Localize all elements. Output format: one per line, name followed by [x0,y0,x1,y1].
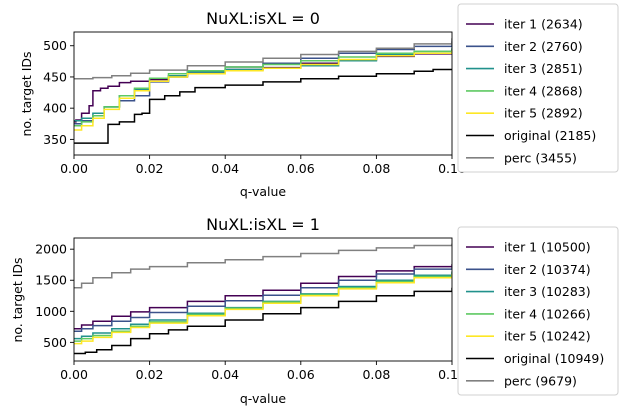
x-tick-label: 0.04 [211,161,239,176]
y-tick-label: 450 [43,69,67,84]
x-tick-label: 0.02 [136,367,164,382]
y-tick-label: 1000 [35,304,67,319]
x-tick-label: 0.02 [136,161,164,176]
x-tick-label: 0.06 [287,161,315,176]
series-line [74,38,452,80]
series-line [74,266,452,332]
plot-title: NuXL:isXL = 1 [206,215,320,234]
legend-entry: iter 4 (2868) [504,83,583,98]
y-tick-label: 500 [43,335,67,350]
x-axis-label: q-value [240,391,287,406]
y-axis-label: no. target IDs [19,51,34,136]
plot-title: NuXL:isXL = 0 [206,9,320,28]
x-tick-label: 0.08 [362,367,390,382]
y-tick-label: 2000 [35,242,67,257]
legend-entry: iter 1 (2634) [504,17,583,32]
legend-entry: iter 1 (10500) [504,240,591,255]
series-line [74,68,452,144]
x-tick-label: 0.00 [60,161,88,176]
plot-frame [73,31,453,156]
legend-entry: iter 5 (2892) [504,106,583,121]
y-tick-label: 400 [43,101,67,116]
legend-entry: original (10949) [504,351,604,366]
subplot-isxl-1: NuXL:isXL = 1 0.00 0.02 0.04 0.06 0.08 0.1050… [10,215,619,406]
plot-frame [73,237,453,362]
legend: iter 1 (10500) iter 2 (10374) iter 3 (1028… [457,226,619,396]
x-tick-label: 0.06 [287,367,315,382]
x-tick-label: 0.08 [362,161,390,176]
series-line [74,274,452,345]
legend-entry: iter 2 (10374) [504,262,591,277]
y-tick-label: 500 [43,38,67,53]
plot-area [73,237,453,362]
legend-entry: iter 2 (2760) [504,39,583,54]
legend-entry: iter 4 (10266) [504,306,591,321]
series-line [74,243,452,289]
y-tick-label: 350 [43,132,67,147]
legend-entry: perc (3455) [504,150,577,165]
plot-area [73,31,453,156]
series-line [74,287,452,355]
legend-entry: iter 3 (10283) [504,284,591,299]
legend-entry: original (2185) [504,128,596,143]
legend-entry: iter 3 (2851) [504,61,583,76]
series-group [74,243,452,355]
series-group [74,38,452,144]
x-tick-label: 0.00 [60,367,88,382]
legend-frame [457,226,619,396]
legend: iter 1 (2634) iter 2 (2760) iter 3 (2851) i… [457,3,619,173]
series-line [74,50,452,131]
y-axis-label: no. target IDs [10,257,25,342]
x-axis-label: q-value [240,184,287,199]
legend-entry: perc (9679) [504,373,577,388]
subplot-isxl-0: NuXL:isXL = 0 0.00 0.02 0.04 0.06 0.08 0.1035… [19,3,619,199]
legend-entry: iter 5 (10242) [504,329,591,344]
x-tick-label: 0.04 [211,367,239,382]
y-tick-label: 1500 [35,273,67,288]
legend-frame [457,3,619,173]
